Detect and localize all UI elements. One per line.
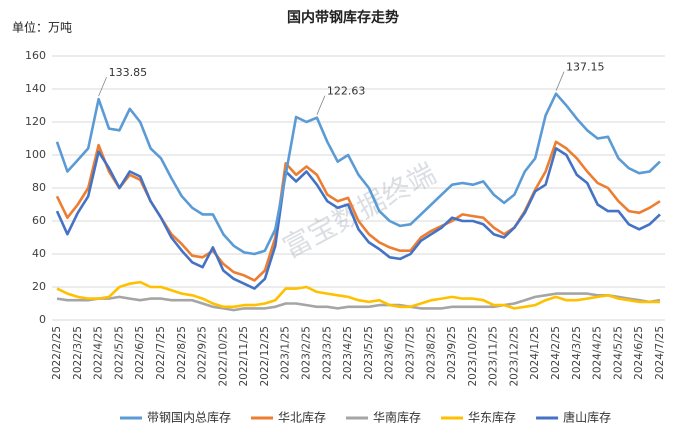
x-tick-label: 2024/4/25 [592, 326, 604, 380]
x-tick-label: 2024/6/25 [633, 326, 645, 380]
legend-label: 华北库存 [278, 410, 326, 425]
legend-label: 唐山库存 [563, 410, 611, 425]
x-tick-label: 2024/3/25 [571, 326, 583, 380]
x-tick-label: 2024/5/25 [612, 326, 624, 380]
x-tick-label: 2023/4/25 [342, 326, 354, 380]
y-tick-label: 140 [25, 82, 46, 95]
y-tick-label: 100 [25, 148, 46, 161]
series-line [55, 92, 661, 256]
x-tick-label: 2023/9/25 [446, 326, 458, 380]
x-tick-label: 2024/2/25 [550, 326, 562, 380]
chart-title: 国内带钢库存走势 [287, 9, 399, 26]
x-tick-label: 2023/3/25 [321, 326, 333, 380]
x-tick-label: 2022/8/25 [176, 326, 188, 380]
x-tick-label: 2022/9/25 [197, 326, 209, 380]
y-tick-label: 120 [25, 115, 46, 128]
x-tick-label: 2022/7/25 [155, 326, 167, 380]
x-tick-label: 2023/1/25 [280, 326, 292, 380]
x-tick-label: 2022/11/25 [238, 326, 250, 387]
series-line [56, 280, 660, 310]
y-tick-label: 60 [32, 214, 46, 227]
annotation-leader [98, 76, 107, 97]
x-tick-label: 2022/12/25 [259, 326, 271, 387]
x-tick-label: 2023/5/25 [363, 326, 375, 380]
y-tick-label: 160 [25, 49, 46, 62]
legend-label: 华东库存 [468, 410, 516, 425]
y-tick-label: 80 [32, 181, 46, 194]
x-tick-label: 2023/6/25 [384, 326, 396, 380]
x-tick-label: 2022/2/25 [51, 326, 63, 380]
legend-label: 带钢国内总库存 [147, 410, 231, 425]
x-tick-label: 2022/5/25 [113, 326, 125, 380]
y-tick-label: 40 [32, 247, 46, 260]
x-tick-label: 2023/2/25 [301, 326, 313, 380]
x-tick-label: 2023/10/25 [467, 326, 479, 387]
y-tick-label: 20 [32, 280, 46, 293]
x-tick-label: 2023/7/25 [404, 326, 416, 380]
x-tick-label: 2022/4/25 [93, 326, 105, 380]
x-tick-label: 2022/3/25 [72, 326, 84, 380]
annotation-leader [555, 71, 565, 91]
annotation-leader [316, 95, 326, 115]
x-tick-label: 2024/7/25 [654, 326, 666, 380]
y-tick-label: 0 [39, 313, 46, 326]
legend-label: 华南库存 [373, 410, 421, 425]
x-tick-label: 2023/8/25 [425, 326, 437, 380]
annotation: 133.85 [109, 66, 148, 79]
x-tick-label: 2024/1/25 [529, 326, 541, 380]
x-tick-label: 2023/11/25 [488, 326, 500, 387]
x-tick-label: 2022/6/25 [134, 326, 146, 380]
series-line [55, 147, 661, 290]
series-line [56, 292, 661, 312]
x-tick-label: 2022/10/25 [217, 326, 229, 387]
annotation: 122.63 [327, 85, 366, 98]
annotation: 137.15 [566, 61, 605, 74]
x-tick-label: 2023/12/25 [508, 326, 520, 387]
unit-label: 单位：万吨 [12, 20, 72, 35]
